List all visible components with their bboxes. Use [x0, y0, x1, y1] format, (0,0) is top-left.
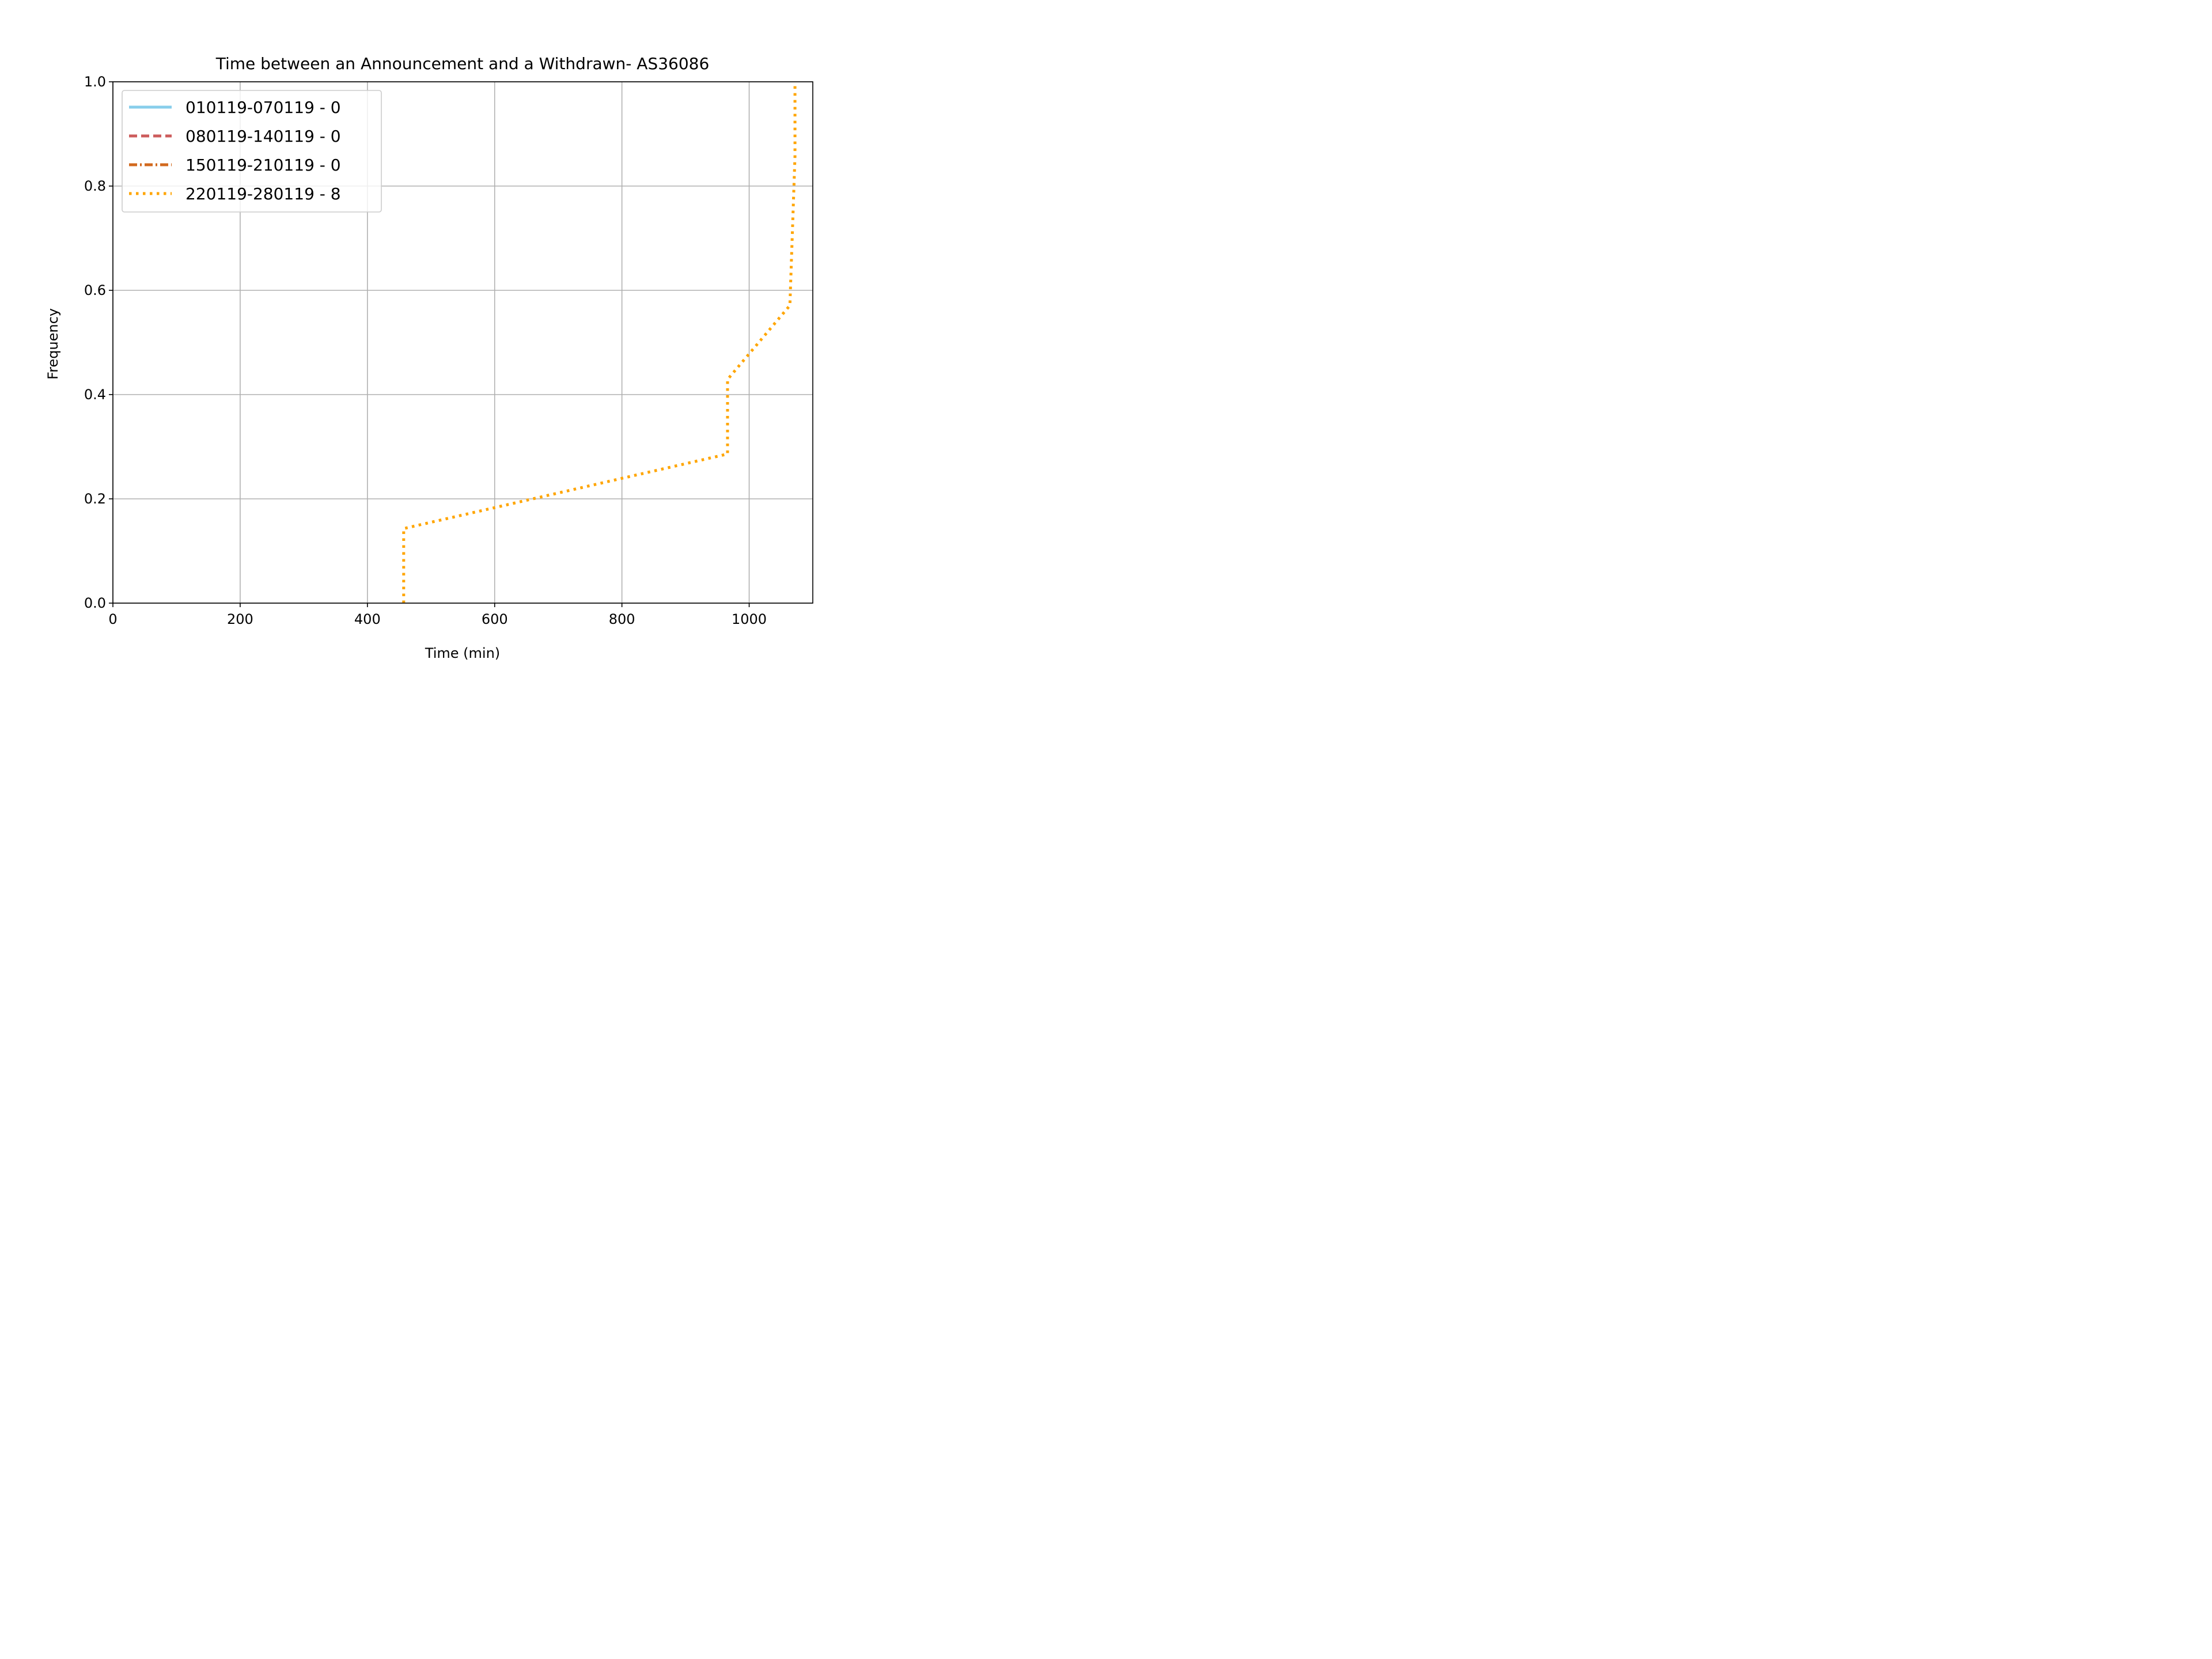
- x-axis-label: Time (min): [425, 645, 500, 661]
- y-tick-label: 0.2: [84, 491, 106, 507]
- x-tick-label: 200: [227, 611, 253, 627]
- x-tick-label: 600: [482, 611, 508, 627]
- chart-canvas: 0 200 400 600 800 1000 0.0 0.2 0.4 0.6 0.8 1.0 Time…: [45, 54, 813, 661]
- x-tick-label: 1000: [732, 611, 767, 627]
- legend: 010119-070119 - 0 080119-140119 - 0 150119…: [122, 90, 382, 213]
- plot-series: [402, 82, 797, 603]
- x-tick-label: 0: [108, 611, 117, 627]
- x-tick-label: 400: [354, 611, 381, 627]
- legend-box: [122, 90, 382, 213]
- axis-ticks: 0 200 400 600 800 1000 0.0 0.2 0.4 0.6 0.8 1.0: [84, 74, 767, 627]
- x-tick-label: 800: [609, 611, 635, 627]
- legend-label: 010119-070119 - 0: [185, 98, 341, 117]
- legend-label: 150119-210119 - 0: [185, 156, 341, 175]
- y-tick-label: 0.0: [84, 595, 106, 611]
- y-tick-label: 0.4: [84, 387, 106, 403]
- chart-title: Time between an Announcement and a Withd…: [215, 54, 710, 73]
- y-tick-label: 0.8: [84, 178, 106, 194]
- legend-label: 080119-140119 - 0: [185, 127, 341, 146]
- plot-area-frame: [112, 81, 813, 604]
- y-tick-label: 0.6: [84, 282, 106, 298]
- series-line: [402, 82, 797, 603]
- y-tick-label: 1.0: [84, 74, 106, 90]
- y-axis-label: Frequency: [45, 308, 61, 380]
- legend-label: 220119-280119 - 8: [185, 184, 341, 203]
